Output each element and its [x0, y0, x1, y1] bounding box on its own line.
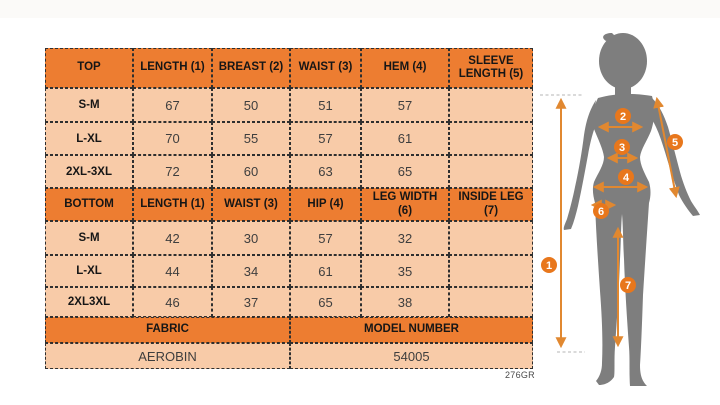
left-arm-shape	[563, 100, 597, 230]
measurement-arrow-5	[653, 96, 680, 199]
top-header-cell: TOP	[45, 48, 133, 88]
table-row: L-XL 70 55 57 61	[45, 122, 533, 155]
measurement-value: 61	[290, 255, 361, 287]
marker-4-label: 4	[623, 172, 630, 184]
fabric-model-value-row: AEROBIN 54005	[45, 343, 533, 369]
size-label: L-XL	[45, 255, 133, 287]
measurement-value: 37	[212, 287, 290, 317]
measurement-value: 34	[212, 255, 290, 287]
size-label: S-M	[45, 221, 133, 255]
marker-7-label: 7	[625, 280, 631, 292]
sleeve-length-header-cell: SLEEVE LENGTH (5)	[449, 48, 533, 88]
measurement-marker-7: 7	[620, 277, 636, 293]
female-silhouette	[563, 33, 700, 386]
model-number-header-cell: MODEL NUMBER	[290, 317, 533, 343]
measurement-value: 61	[361, 122, 449, 155]
measurement-value: 60	[212, 155, 290, 188]
table-row: S-M 42 30 57 32	[45, 221, 533, 255]
marker-2-label: 2	[620, 111, 626, 123]
background-band	[0, 0, 720, 18]
waist-header-cell: WAIST (3)	[290, 48, 361, 88]
measurement-value: 57	[290, 221, 361, 255]
measurement-marker-4: 4	[618, 169, 634, 185]
top-header-row: TOP LENGTH (1) BREAST (2) WAIST (3) HEM …	[45, 48, 533, 88]
hem-header-cell: HEM (4)	[361, 48, 449, 88]
measurement-marker-5: 5	[667, 134, 683, 150]
table-row: 2XL-3XL 72 60 63 65	[45, 155, 533, 188]
size-label: L-XL	[45, 122, 133, 155]
measurement-value: 30	[212, 221, 290, 255]
measurement-value	[449, 88, 533, 122]
measurement-value: 50	[212, 88, 290, 122]
size-label: 2XL-3XL	[45, 155, 133, 188]
inside-leg-header-cell: INSIDE LEG (7)	[449, 188, 533, 221]
table-row: S-M 67 50 51 57	[45, 88, 533, 122]
measurement-marker-2: 2	[615, 108, 631, 124]
measurement-value: 46	[133, 287, 212, 317]
measurement-value: 65	[361, 155, 449, 188]
measurement-value	[449, 155, 533, 188]
fabric-header-cell: FABRIC	[45, 317, 290, 343]
model-number-value: 54005	[290, 343, 533, 369]
breast-header-cell: BREAST (2)	[212, 48, 290, 88]
measurement-value: 35	[361, 255, 449, 287]
measurement-marker-6: 6	[593, 203, 609, 219]
measurement-value: 55	[212, 122, 290, 155]
body-measurement-diagram: 1 2 3 4 5 6 7	[540, 33, 700, 386]
measurement-value: 42	[133, 221, 212, 255]
size-label: S-M	[45, 88, 133, 122]
bottom-header-cell: BOTTOM	[45, 188, 133, 221]
size-label: 2XL3XL	[45, 287, 133, 317]
hip-header-cell: HIP (4)	[290, 188, 361, 221]
head-shape	[599, 33, 647, 89]
size-chart-table: TOP LENGTH (1) BREAST (2) WAIST (3) HEM …	[45, 48, 533, 369]
table-row: L-XL 44 34 61 35	[45, 255, 533, 287]
measurement-value: 32	[361, 221, 449, 255]
table-row: 2XL3XL 46 37 65 38	[45, 287, 533, 317]
fabric-value: AEROBIN	[45, 343, 290, 369]
measurement-marker-1: 1	[541, 257, 557, 273]
waist-header-cell: WAIST (3)	[212, 188, 290, 221]
measurement-value	[449, 122, 533, 155]
product-code: 276GR	[504, 370, 535, 380]
measurement-value	[449, 255, 533, 287]
measurement-value: 44	[133, 255, 212, 287]
marker-5-label: 5	[672, 137, 678, 149]
measurement-value	[449, 221, 533, 255]
length-header-cell: LENGTH (1)	[133, 188, 212, 221]
measurement-value: 67	[133, 88, 212, 122]
length-header-cell: LENGTH (1)	[133, 48, 212, 88]
measurement-value	[449, 287, 533, 317]
fabric-model-header-row: FABRIC MODEL NUMBER	[45, 317, 533, 343]
marker-3-label: 3	[619, 142, 625, 154]
measurement-value: 70	[133, 122, 212, 155]
measurement-value: 51	[290, 88, 361, 122]
measurement-value: 38	[361, 287, 449, 317]
measurement-value: 57	[290, 122, 361, 155]
hair-flip-shape	[603, 33, 616, 41]
bottom-header-row: BOTTOM LENGTH (1) WAIST (3) HIP (4) LEG …	[45, 188, 533, 221]
size-chart: TOP LENGTH (1) BREAST (2) WAIST (3) HEM …	[45, 48, 533, 369]
measurement-value: 65	[290, 287, 361, 317]
measurement-value: 72	[133, 155, 212, 188]
marker-1-label: 1	[546, 260, 552, 272]
right-arm-shape	[651, 98, 700, 216]
leg-width-header-cell: LEG WIDTH (6)	[361, 188, 449, 221]
marker-6-label: 6	[598, 206, 604, 218]
measurement-value: 57	[361, 88, 449, 122]
measurement-value: 63	[290, 155, 361, 188]
torso-legs-shape	[592, 93, 655, 386]
measurement-marker-3: 3	[614, 139, 630, 155]
